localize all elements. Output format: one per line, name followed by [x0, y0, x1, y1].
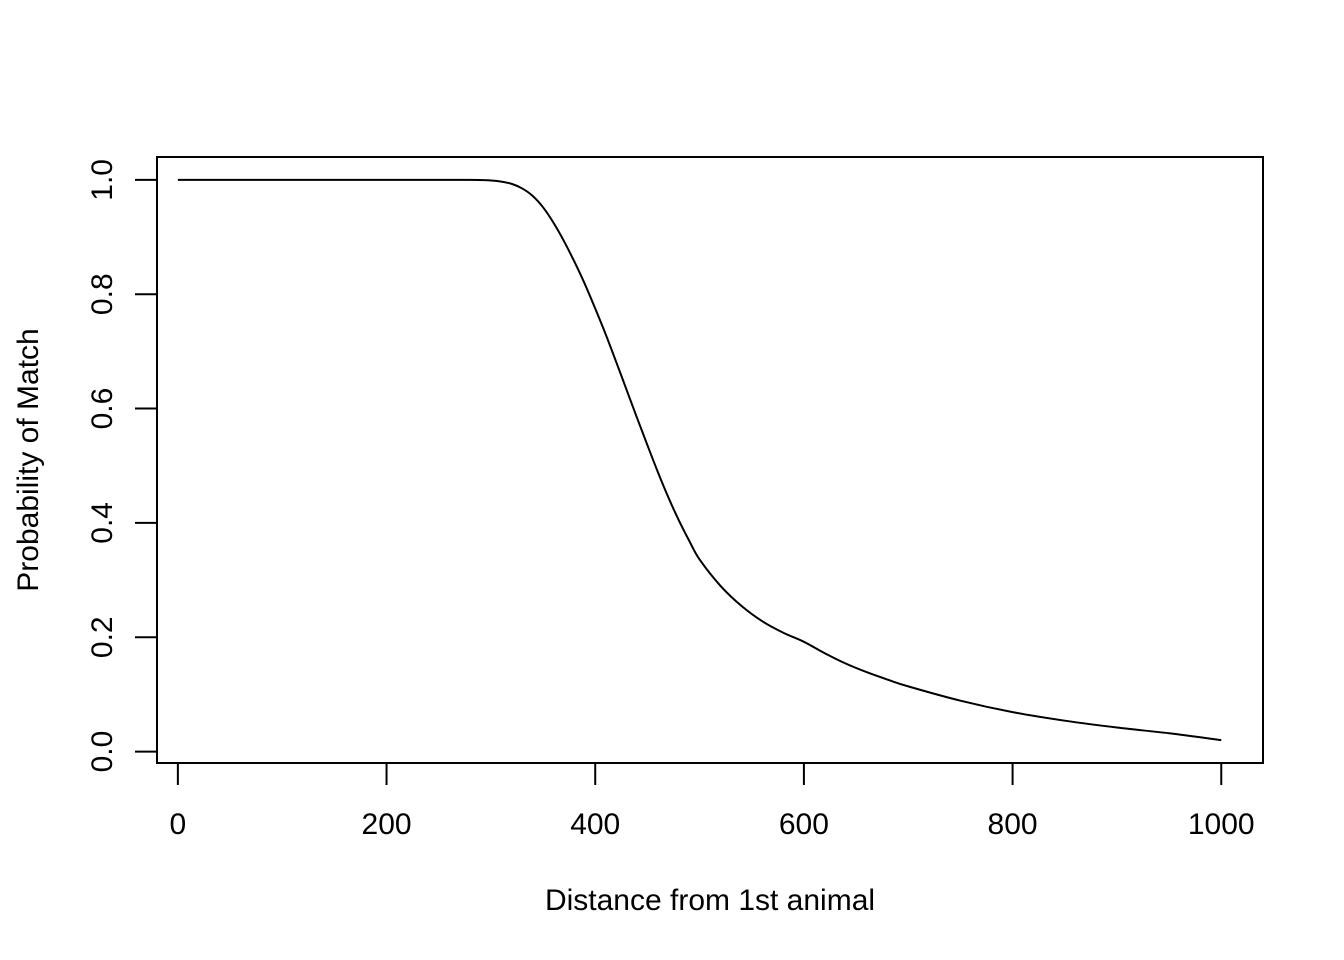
y-axis-title: Probability of Match: [12, 328, 45, 591]
y-tick-label: 0.4: [86, 502, 119, 544]
series-line: [177, 178, 1222, 742]
x-tick-label: 200: [362, 808, 412, 841]
y-tick-label: 1.0: [86, 159, 119, 201]
x-axis: 0 200 400 600 800 1000: [170, 762, 1255, 841]
y-tick-label: 0.2: [86, 616, 119, 658]
x-tick-label: 1000: [1188, 808, 1255, 841]
x-tick-label: 400: [570, 808, 620, 841]
x-tick-label: 800: [988, 808, 1038, 841]
x-axis-title: Distance from 1st animal: [545, 884, 875, 917]
y-tick-label: 0.0: [86, 731, 119, 773]
y-axis: 0.0 0.2 0.4 0.6 0.8 1.0: [86, 159, 158, 773]
x-tick-label: 0: [170, 808, 187, 841]
plot-frame: [156, 156, 1264, 764]
y-tick-label: 0.6: [86, 388, 119, 430]
x-tick-label: 600: [779, 808, 829, 841]
y-tick-label: 0.8: [86, 273, 119, 315]
